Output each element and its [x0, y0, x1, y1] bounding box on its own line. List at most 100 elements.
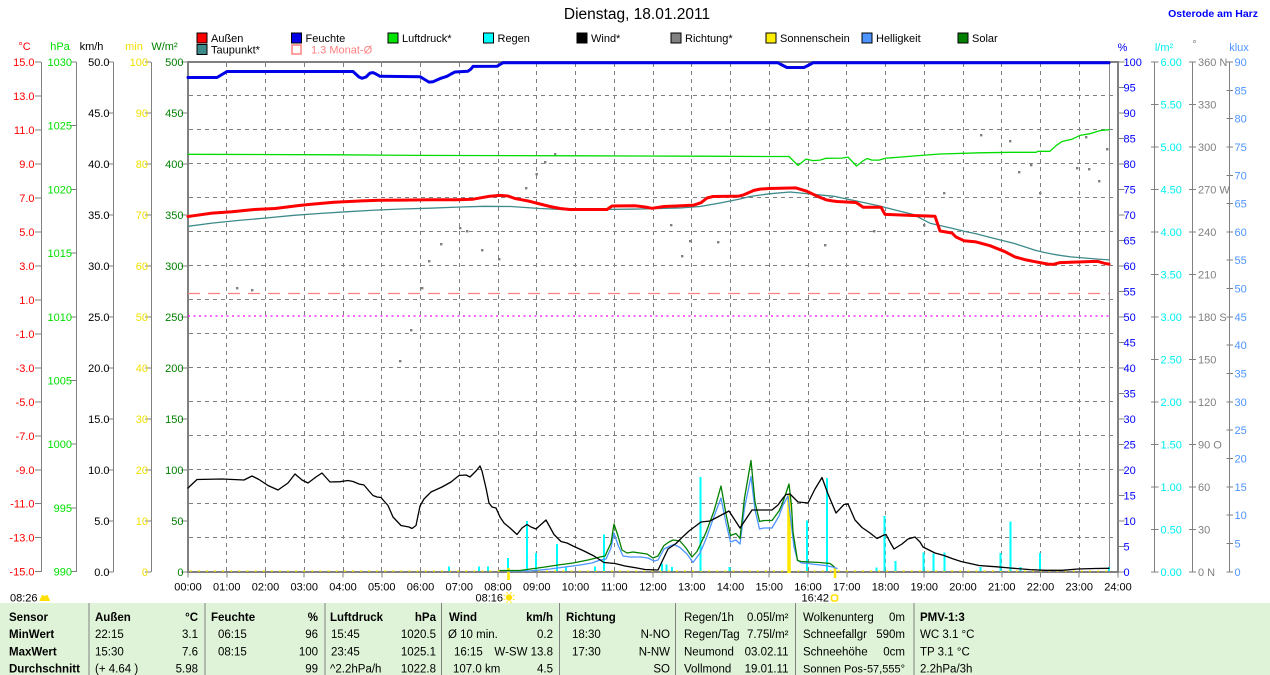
svg-text:Luftdruck: Luftdruck	[330, 612, 384, 624]
svg-text:0m: 0m	[889, 612, 905, 624]
svg-text:09:00: 09:00	[523, 582, 551, 594]
svg-text:5.98: 5.98	[176, 664, 198, 675]
svg-text:20.0: 20.0	[88, 363, 109, 375]
svg-text:Außen: Außen	[95, 612, 131, 624]
svg-text:W-SW 13.8: W-SW 13.8	[494, 646, 553, 658]
svg-text:15: 15	[1235, 482, 1247, 494]
svg-text:Wind*: Wind*	[591, 33, 621, 45]
svg-text:3.0: 3.0	[19, 261, 34, 273]
svg-text:19:00: 19:00	[910, 582, 938, 594]
svg-text:0.2: 0.2	[537, 629, 553, 641]
svg-text:85: 85	[1235, 85, 1247, 97]
svg-text:TP 3.1 °C: TP 3.1 °C	[920, 646, 970, 658]
svg-text:1030: 1030	[48, 57, 72, 69]
svg-text:15.0: 15.0	[13, 57, 34, 69]
svg-text:1.50: 1.50	[1161, 439, 1182, 451]
svg-text:300: 300	[1198, 142, 1216, 154]
svg-text:99: 99	[305, 664, 318, 675]
svg-text:Regen: Regen	[498, 33, 530, 45]
svg-text:Feuchte: Feuchte	[306, 33, 346, 45]
svg-text:35: 35	[1124, 389, 1136, 401]
svg-text:0 N: 0 N	[1198, 567, 1215, 579]
svg-text:l/m²: l/m²	[1155, 42, 1174, 54]
svg-text:180 S: 180 S	[1198, 312, 1227, 324]
svg-text:1025: 1025	[48, 121, 72, 133]
svg-text:90 O: 90 O	[1198, 439, 1222, 451]
svg-text:(+ 4.64 ): (+ 4.64 )	[95, 664, 138, 675]
svg-text:16:15: 16:15	[454, 646, 483, 658]
svg-text:05:00: 05:00	[368, 582, 396, 594]
svg-text:120: 120	[1198, 397, 1216, 409]
svg-text:95: 95	[1124, 83, 1136, 95]
svg-text:150: 150	[165, 414, 183, 426]
svg-text:10: 10	[1124, 516, 1136, 528]
svg-text:75: 75	[1124, 185, 1136, 197]
svg-text:70: 70	[136, 210, 148, 222]
svg-text:65: 65	[1124, 236, 1136, 248]
svg-text:16:00: 16:00	[794, 582, 822, 594]
svg-text:02:00: 02:00	[252, 582, 280, 594]
svg-text:40: 40	[1124, 363, 1136, 375]
svg-text:1025.1: 1025.1	[401, 646, 436, 658]
svg-text:klux: klux	[1229, 42, 1249, 54]
svg-text:30: 30	[1124, 414, 1136, 426]
svg-text:4.00: 4.00	[1161, 227, 1182, 239]
svg-text:25.0: 25.0	[88, 312, 109, 324]
svg-text:24:00: 24:00	[1104, 582, 1132, 594]
svg-text:150: 150	[1198, 354, 1216, 366]
svg-text:22:15: 22:15	[95, 629, 124, 641]
svg-text:Außen: Außen	[211, 33, 243, 45]
svg-text:75: 75	[1235, 142, 1247, 154]
svg-text:50: 50	[1235, 284, 1247, 296]
svg-text:15:45: 15:45	[331, 629, 360, 641]
svg-text:^2.2hPa/h: ^2.2hPa/h	[330, 664, 381, 675]
svg-text:10.0: 10.0	[88, 465, 109, 477]
svg-text:08:26: 08:26	[10, 593, 38, 605]
svg-text:°C: °C	[185, 612, 198, 624]
svg-text:-15.0: -15.0	[9, 567, 34, 579]
svg-text:Ø 10 min.: Ø 10 min.	[448, 629, 498, 641]
svg-text:5.50: 5.50	[1161, 99, 1182, 111]
svg-text:03.02.11: 03.02.11	[745, 646, 789, 658]
svg-text:3.50: 3.50	[1161, 269, 1182, 281]
svg-text:350: 350	[165, 210, 183, 222]
svg-text:Regen/Tag: Regen/Tag	[684, 629, 740, 641]
svg-text:96: 96	[305, 629, 318, 641]
svg-text:4.5: 4.5	[537, 664, 553, 675]
svg-text:MinWert: MinWert	[9, 629, 54, 641]
svg-text:km/h: km/h	[80, 41, 104, 53]
svg-text:250: 250	[165, 312, 183, 324]
svg-text:hPa: hPa	[415, 612, 437, 624]
svg-text:03:00: 03:00	[290, 582, 318, 594]
svg-text:5.00: 5.00	[1161, 142, 1182, 154]
svg-text:23:45: 23:45	[331, 646, 360, 658]
svg-text:1.00: 1.00	[1161, 482, 1182, 494]
svg-text:17:30: 17:30	[572, 646, 601, 658]
svg-text:70: 70	[1235, 170, 1247, 182]
svg-text:17:00: 17:00	[833, 582, 861, 594]
svg-text:Neumond: Neumond	[684, 646, 734, 658]
svg-text:-1.0: -1.0	[16, 329, 35, 341]
svg-text:1015: 1015	[48, 248, 72, 260]
svg-text:01:00: 01:00	[213, 582, 241, 594]
svg-text:55: 55	[1124, 287, 1136, 299]
svg-text:40.0: 40.0	[88, 159, 109, 171]
svg-text:25: 25	[1124, 440, 1136, 452]
svg-text:Solar: Solar	[972, 33, 998, 45]
svg-text:Luftdruck*: Luftdruck*	[402, 33, 452, 45]
svg-text:80: 80	[1124, 159, 1136, 171]
svg-text:990: 990	[54, 567, 72, 579]
svg-text:40: 40	[136, 363, 148, 375]
svg-text:0: 0	[1124, 567, 1130, 579]
svg-text:450: 450	[165, 108, 183, 120]
svg-text:100: 100	[130, 57, 148, 69]
svg-text:Durchschnitt: Durchschnitt	[9, 664, 80, 675]
svg-text:21:00: 21:00	[988, 582, 1016, 594]
svg-text:45: 45	[1235, 312, 1247, 324]
svg-text:60: 60	[1124, 261, 1136, 273]
svg-text:07:00: 07:00	[445, 582, 473, 594]
svg-text:Osterode am Harz: Osterode am Harz	[1168, 8, 1258, 20]
svg-text:300: 300	[165, 261, 183, 273]
svg-text:45: 45	[1124, 338, 1136, 350]
svg-text:Sonnenschein: Sonnenschein	[780, 33, 850, 45]
